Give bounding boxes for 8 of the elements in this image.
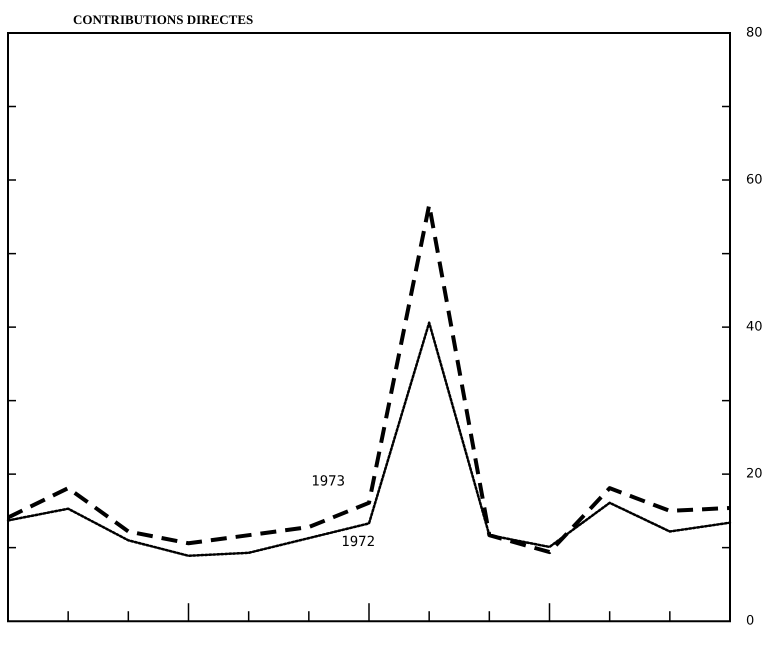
y-tick-label: 60 — [746, 172, 763, 188]
chart-title: CONTRIBUTIONS DIRECTES — [73, 12, 254, 27]
y-tick-label: 0 — [746, 614, 754, 629]
series-label: 1973 — [311, 473, 345, 490]
y-tick-label: 20 — [746, 466, 763, 482]
y-tick-label: 40 — [746, 319, 763, 334]
series-label: 1972 — [341, 534, 375, 550]
y-tick-label: 80 — [746, 25, 763, 40]
